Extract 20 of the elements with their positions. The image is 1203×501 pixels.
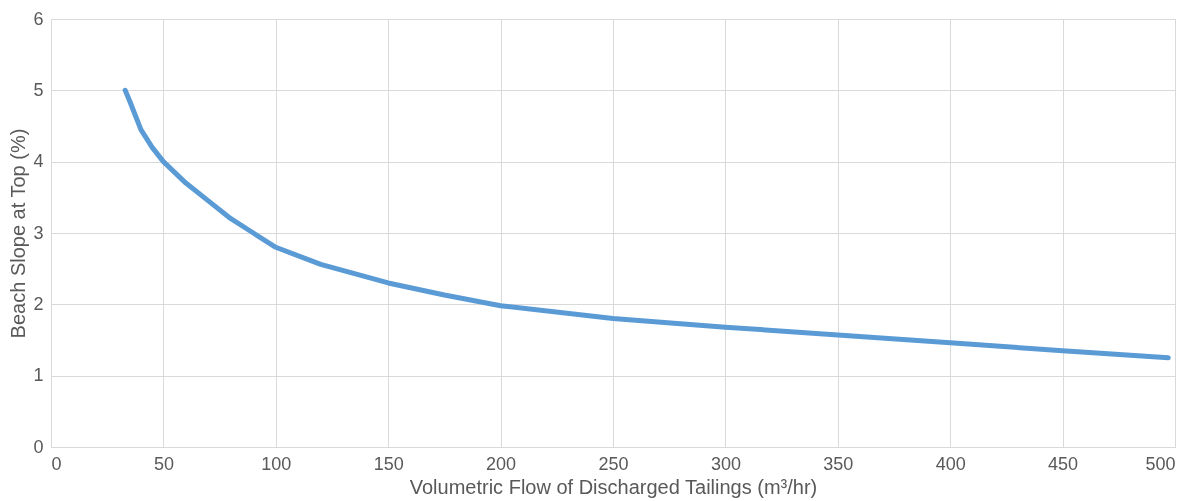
x-axis-title: Volumetric Flow of Discharged Tailings (m³/hr) [409, 475, 818, 498]
y-tick-label: 1 [33, 365, 44, 386]
y-tick-label: 5 [33, 79, 44, 100]
x-tick-label: 150 [373, 453, 404, 474]
y-axis-title: Beach Slope at Top (%) [7, 128, 30, 339]
y-tick-label: 4 [33, 151, 44, 172]
x-tick-label: 100 [261, 453, 292, 474]
x-tick-label: 450 [1048, 453, 1079, 474]
x-tick-label: 400 [935, 453, 966, 474]
y-tick-label: 0 [33, 436, 44, 457]
y-tick-label: 3 [33, 222, 44, 243]
x-tick-label: 200 [486, 453, 517, 474]
x-tick-label: 50 [153, 453, 174, 474]
x-tick-label: 300 [710, 453, 741, 474]
x-tick-label: 0 [51, 453, 62, 474]
x-tick-label: 500 [1145, 453, 1176, 474]
y-tick-label: 2 [33, 293, 44, 314]
x-tick-label: 350 [823, 453, 854, 474]
y-tick-label: 6 [33, 8, 44, 29]
x-tick-label: 250 [598, 453, 629, 474]
